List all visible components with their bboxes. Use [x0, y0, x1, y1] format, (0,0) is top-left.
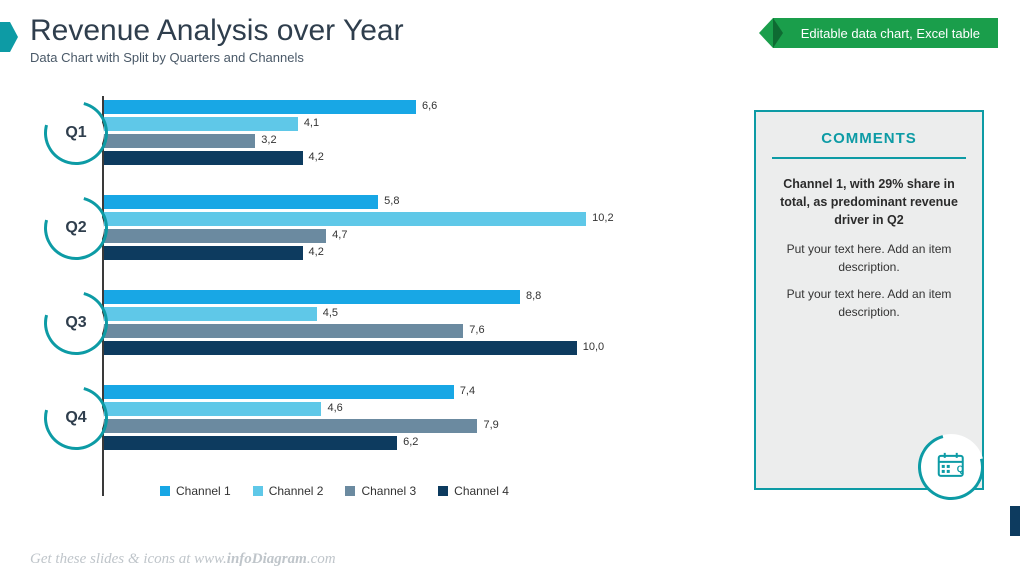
quarter-group: Q4 7,4 4,6 7,9 6,2 [40, 385, 680, 450]
quarter-label: Q1 [48, 105, 104, 161]
comments-title: COMMENTS [772, 130, 966, 159]
chart-bar [104, 341, 577, 355]
comments-text-2: Put your text here. Add an item descript… [772, 286, 966, 321]
bar-value-label: 4,2 [309, 151, 324, 163]
bar-value-label: 10,2 [592, 212, 613, 224]
chart-bar [104, 229, 326, 243]
bar-value-label: 4,2 [309, 246, 324, 258]
quarter-group: Q2 5,8 10,2 4,7 4,2 [40, 195, 680, 260]
quarter-label: Q2 [48, 200, 104, 256]
chart-bar [104, 134, 255, 148]
bar-value-label: 7,6 [469, 324, 484, 336]
ribbon-badge: Editable data chart, Excel table [773, 18, 998, 48]
comments-text-1: Put your text here. Add an item descript… [772, 241, 966, 276]
comments-highlight: Channel 1, with 29% share in total, as p… [772, 175, 966, 229]
legend-swatch [345, 486, 355, 496]
quarter-group: Q3 8,8 4,5 7,6 10,0 [40, 290, 680, 355]
footer-prefix: Get these slides & icons at www. [30, 551, 227, 567]
legend-item: Channel 4 [438, 484, 509, 498]
header: Revenue Analysis over Year Data Chart wi… [30, 14, 404, 65]
revenue-chart: Q1 6,6 4,1 3,2 4,2 Q2 5,8 10,2 4,7 4,2 Q3 8,8 4,5 7,6… [40, 96, 680, 516]
legend-item: Channel 2 [253, 484, 324, 498]
footer-suffix: .com [307, 551, 336, 567]
chart-legend: Channel 1 Channel 2 Channel 3 Channel 4 [160, 484, 509, 498]
legend-label: Channel 1 [176, 484, 231, 498]
bar-value-label: 6,2 [403, 436, 418, 448]
footer-text: Get these slides & icons at www.infoDiag… [30, 551, 336, 568]
bar-value-label: 4,1 [304, 117, 319, 129]
calendar-icon: Q [936, 450, 966, 480]
chart-bar [104, 290, 520, 304]
chart-bar [104, 419, 477, 433]
legend-swatch [160, 486, 170, 496]
chart-bar [104, 212, 586, 226]
chart-bar [104, 402, 321, 416]
bar-value-label: 4,5 [323, 307, 338, 319]
page-title: Revenue Analysis over Year [30, 14, 404, 48]
comments-panel: COMMENTS Channel 1, with 29% share in to… [754, 110, 984, 490]
chart-bar [104, 307, 317, 321]
bar-value-label: 6,6 [422, 100, 437, 112]
chart-bar [104, 246, 303, 260]
chart-bar [104, 100, 416, 114]
bar-value-label: 8,8 [526, 290, 541, 302]
bar-value-label: 7,4 [460, 385, 475, 397]
bar-value-label: 7,9 [483, 419, 498, 431]
chart-bar [104, 385, 454, 399]
svg-text:Q: Q [957, 464, 964, 474]
bar-value-label: 10,0 [583, 341, 604, 353]
accent-left [0, 22, 10, 52]
chart-bar [104, 324, 463, 338]
bar-value-label: 4,7 [332, 229, 347, 241]
footer-bold: infoDiagram [227, 551, 307, 567]
chart-bar [104, 436, 397, 450]
chart-bar [104, 195, 378, 209]
chart-bar [104, 151, 303, 165]
accent-right [1010, 506, 1020, 536]
bar-value-label: 4,6 [327, 402, 342, 414]
legend-swatch [438, 486, 448, 496]
bar-value-label: 5,8 [384, 195, 399, 207]
quarter-group: Q1 6,6 4,1 3,2 4,2 [40, 100, 680, 165]
bar-value-label: 3,2 [261, 134, 276, 146]
quarter-label: Q4 [48, 390, 104, 446]
legend-item: Channel 3 [345, 484, 416, 498]
legend-label: Channel 4 [454, 484, 509, 498]
ribbon-label: Editable data chart, Excel table [801, 26, 980, 41]
chart-bar [104, 117, 298, 131]
legend-item: Channel 1 [160, 484, 231, 498]
page-subtitle: Data Chart with Split by Quarters and Ch… [30, 50, 404, 65]
legend-label: Channel 3 [361, 484, 416, 498]
legend-swatch [253, 486, 263, 496]
quarter-label: Q3 [48, 295, 104, 351]
legend-label: Channel 2 [269, 484, 324, 498]
calendar-icon-badge: Q [906, 422, 996, 512]
